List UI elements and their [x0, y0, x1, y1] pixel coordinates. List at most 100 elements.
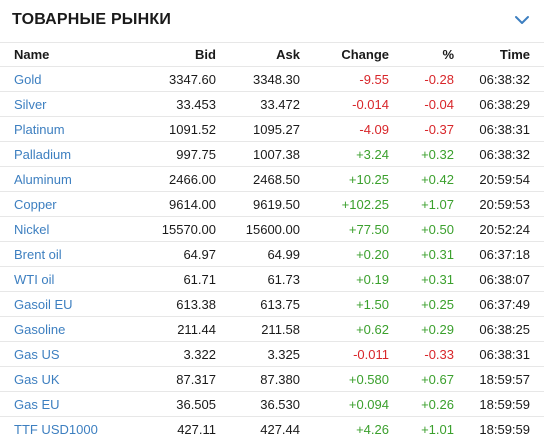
- change-cell: -4.09: [300, 117, 389, 142]
- commodity-name-link[interactable]: Gasoline: [0, 317, 120, 342]
- time-cell: 06:37:18: [454, 242, 544, 267]
- table-header: Name Bid Ask Change % Time: [0, 43, 544, 67]
- change-cell: +102.25: [300, 192, 389, 217]
- percent-cell: -0.37: [389, 117, 454, 142]
- bid-cell: 9614.00: [120, 192, 216, 217]
- time-cell: 18:59:59: [454, 392, 544, 417]
- time-cell: 20:59:53: [454, 192, 544, 217]
- change-cell: +0.19: [300, 267, 389, 292]
- time-cell: 06:37:49: [454, 292, 544, 317]
- time-cell: 20:52:24: [454, 217, 544, 242]
- bid-cell: 3.322: [120, 342, 216, 367]
- percent-cell: -0.33: [389, 342, 454, 367]
- bid-cell: 211.44: [120, 317, 216, 342]
- time-cell: 20:59:54: [454, 167, 544, 192]
- percent-cell: +0.50: [389, 217, 454, 242]
- percent-cell: +0.29: [389, 317, 454, 342]
- commodity-name-link[interactable]: WTI oil: [0, 267, 120, 292]
- ask-cell: 3.325: [216, 342, 300, 367]
- ask-cell: 1095.27: [216, 117, 300, 142]
- time-cell: 06:38:31: [454, 117, 544, 142]
- change-cell: +0.580: [300, 367, 389, 392]
- commodity-name-link[interactable]: TTF USD1000: [0, 417, 120, 441]
- commodity-name-link[interactable]: Brent oil: [0, 242, 120, 267]
- ask-cell: 3348.30: [216, 67, 300, 92]
- commodity-name-link[interactable]: Aluminum: [0, 167, 120, 192]
- percent-cell: +0.31: [389, 267, 454, 292]
- change-cell: -0.014: [300, 92, 389, 117]
- bid-cell: 613.38: [120, 292, 216, 317]
- ask-cell: 9619.50: [216, 192, 300, 217]
- ask-cell: 2468.50: [216, 167, 300, 192]
- percent-cell: +0.31: [389, 242, 454, 267]
- header-row: Name Bid Ask Change % Time: [0, 43, 544, 67]
- bid-cell: 87.317: [120, 367, 216, 392]
- commodity-name-link[interactable]: Gasoil EU: [0, 292, 120, 317]
- commodity-name-link[interactable]: Nickel: [0, 217, 120, 242]
- ask-cell: 33.472: [216, 92, 300, 117]
- bid-cell: 33.453: [120, 92, 216, 117]
- percent-cell: +0.25: [389, 292, 454, 317]
- ask-cell: 87.380: [216, 367, 300, 392]
- commodity-name-link[interactable]: Platinum: [0, 117, 120, 142]
- percent-cell: +0.67: [389, 367, 454, 392]
- bid-cell: 1091.52: [120, 117, 216, 142]
- change-cell: +10.25: [300, 167, 389, 192]
- time-cell: 18:59:59: [454, 417, 544, 441]
- ask-cell: 1007.38: [216, 142, 300, 167]
- time-cell: 06:38:07: [454, 267, 544, 292]
- column-header-time: Time: [454, 43, 544, 67]
- percent-cell: +1.01: [389, 417, 454, 441]
- percent-cell: -0.28: [389, 67, 454, 92]
- change-cell: +0.62: [300, 317, 389, 342]
- ask-cell: 64.99: [216, 242, 300, 267]
- commodity-name-link[interactable]: Gas UK: [0, 367, 120, 392]
- time-cell: 06:38:32: [454, 67, 544, 92]
- bid-cell: 61.71: [120, 267, 216, 292]
- percent-cell: -0.04: [389, 92, 454, 117]
- commodity-name-link[interactable]: Gold: [0, 67, 120, 92]
- bid-cell: 3347.60: [120, 67, 216, 92]
- time-cell: 06:38:25: [454, 317, 544, 342]
- time-cell: 06:38:31: [454, 342, 544, 367]
- time-cell: 18:59:57: [454, 367, 544, 392]
- bid-cell: 36.505: [120, 392, 216, 417]
- ask-cell: 427.44: [216, 417, 300, 441]
- column-header-ask: Ask: [216, 43, 300, 67]
- percent-cell: +1.07: [389, 192, 454, 217]
- time-cell: 06:38:32: [454, 142, 544, 167]
- collapse-button[interactable]: [512, 10, 532, 30]
- widget-title: ТОВАРНЫЕ РЫНКИ: [12, 11, 171, 29]
- commodity-name-link[interactable]: Gas US: [0, 342, 120, 367]
- commodity-name-link[interactable]: Palladium: [0, 142, 120, 167]
- bid-cell: 427.11: [120, 417, 216, 441]
- ask-cell: 613.75: [216, 292, 300, 317]
- bid-cell: 2466.00: [120, 167, 216, 192]
- commodity-name-link[interactable]: Copper: [0, 192, 120, 217]
- chevron-down-icon: [512, 10, 532, 30]
- commodity-name-link[interactable]: Gas EU: [0, 392, 120, 417]
- widget-header: ТОВАРНЫЕ РЫНКИ: [0, 0, 544, 42]
- commodity-name-link[interactable]: Silver: [0, 92, 120, 117]
- change-cell: +0.094: [300, 392, 389, 417]
- change-cell: +1.50: [300, 292, 389, 317]
- column-header-change: Change: [300, 43, 389, 67]
- ask-cell: 61.73: [216, 267, 300, 292]
- ask-cell: 15600.00: [216, 217, 300, 242]
- change-cell: +0.20: [300, 242, 389, 267]
- percent-cell: +0.32: [389, 142, 454, 167]
- ask-cell: 36.530: [216, 392, 300, 417]
